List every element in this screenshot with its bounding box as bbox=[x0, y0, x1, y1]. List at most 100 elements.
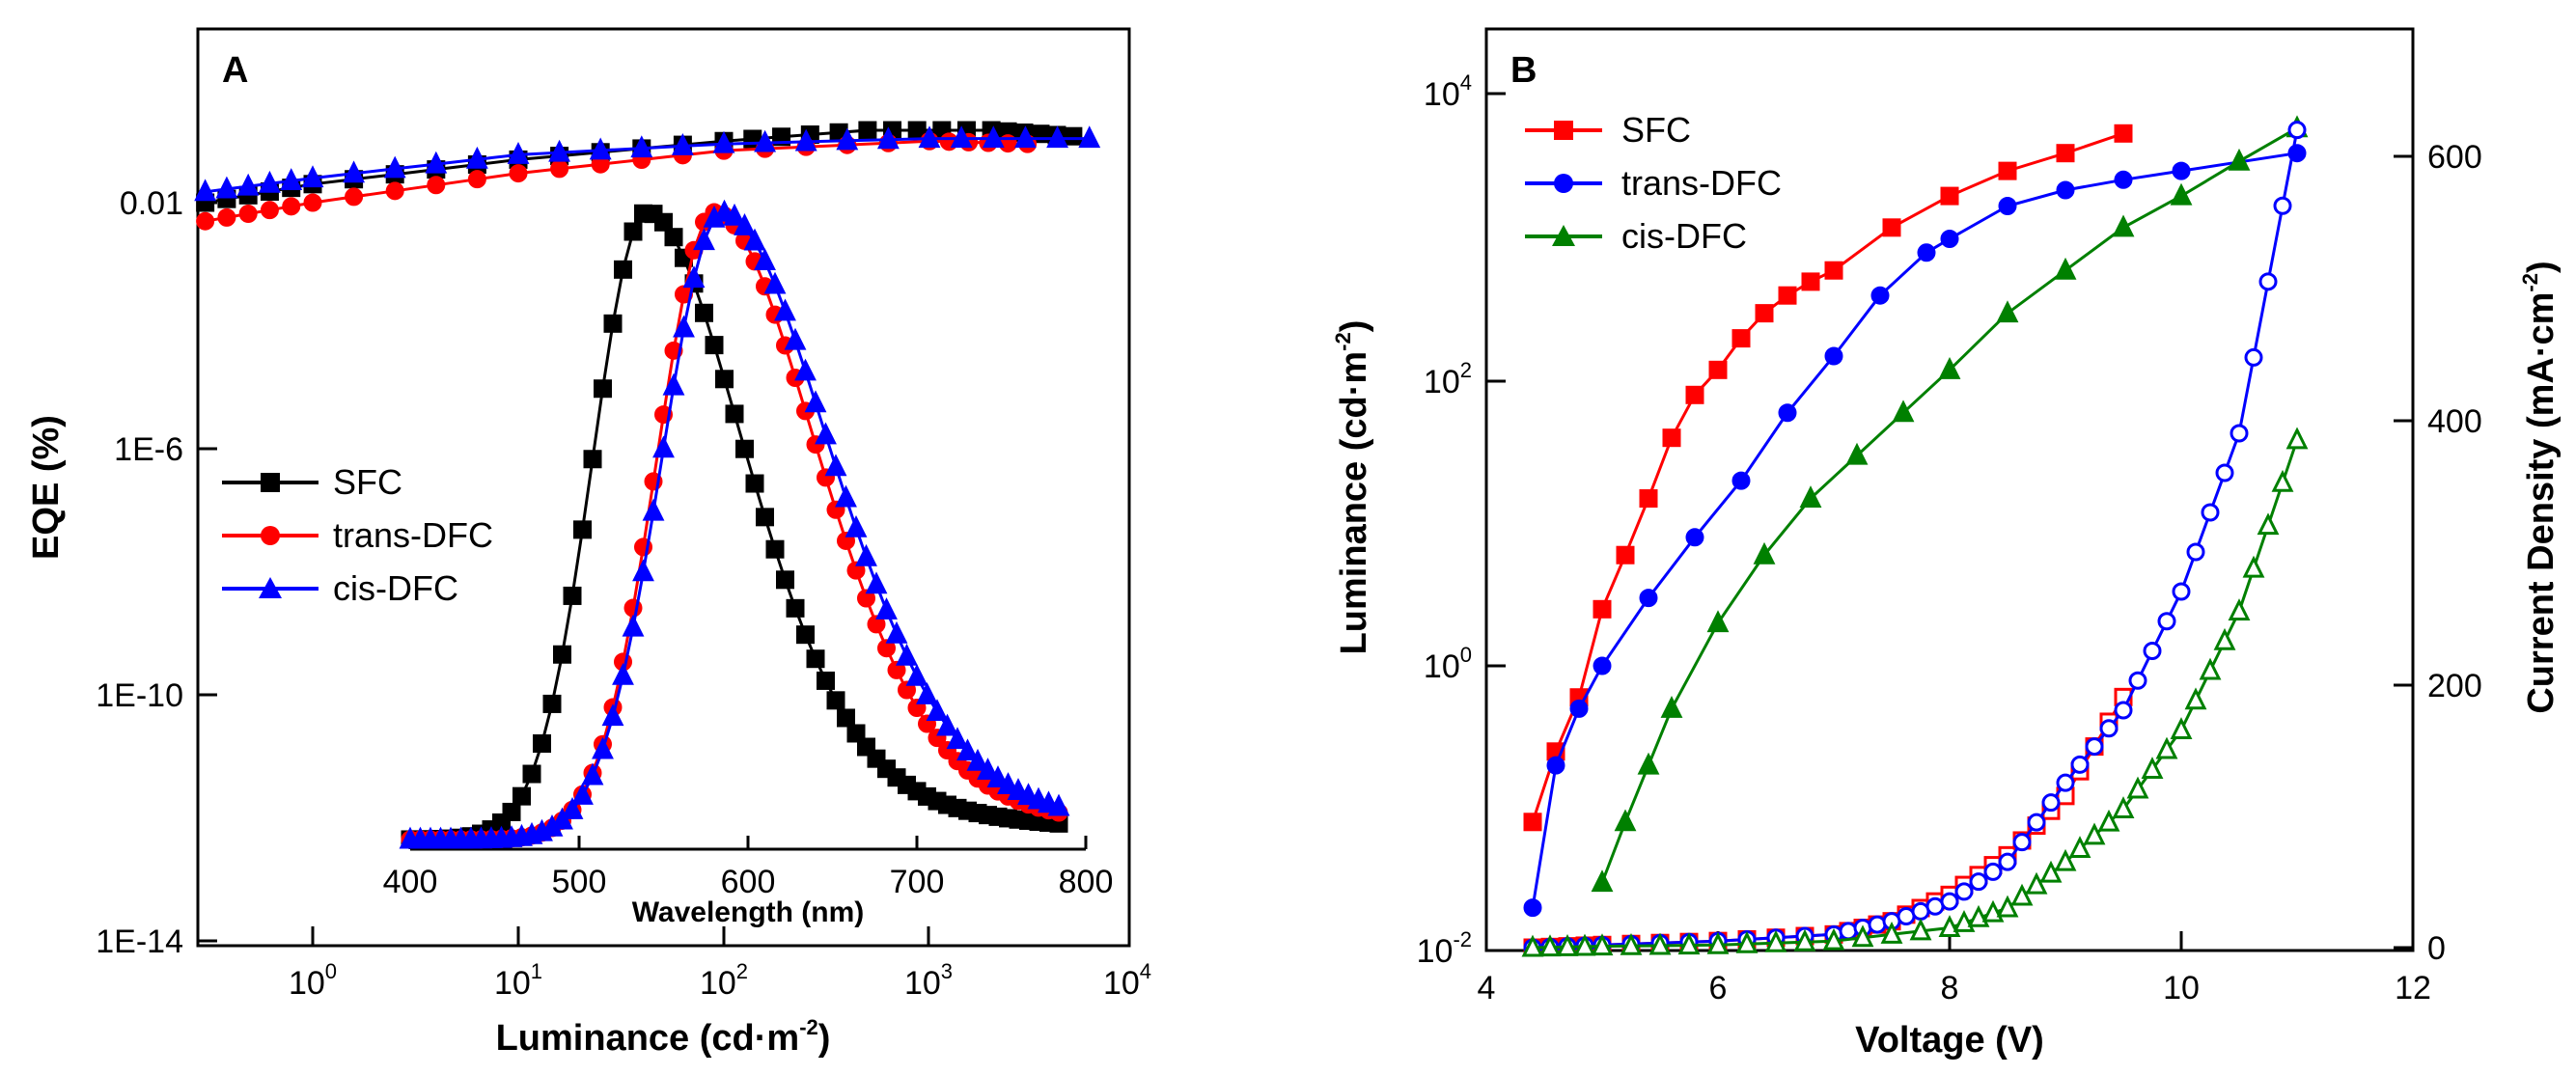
triangle-marker bbox=[956, 738, 979, 761]
triangle-marker bbox=[1845, 442, 1869, 465]
triangle-marker bbox=[824, 454, 847, 477]
square-marker bbox=[1731, 329, 1751, 348]
panel-b-right-ytick-label: 400 bbox=[2427, 403, 2482, 440]
legend-marker-square bbox=[1554, 121, 1573, 140]
legend-label-trans-dfc: trans-DFC bbox=[1621, 163, 1782, 203]
panel-a-y-axis-title: EQE (%) bbox=[26, 415, 67, 560]
square-marker bbox=[542, 694, 562, 713]
circle-marker bbox=[1639, 589, 1658, 608]
triangle-marker bbox=[662, 372, 685, 396]
inset-xtick-label: 800 bbox=[1059, 864, 1114, 900]
open-circle-marker bbox=[1868, 915, 1887, 934]
open-circle-marker bbox=[2143, 642, 2162, 660]
circle-marker bbox=[427, 176, 446, 195]
circle-marker bbox=[345, 187, 364, 207]
open-triangle-marker bbox=[2068, 836, 2091, 858]
open-triangle-marker bbox=[2010, 883, 2034, 906]
triangle-marker bbox=[301, 165, 324, 188]
square-marker bbox=[858, 121, 877, 140]
circle-marker bbox=[1569, 699, 1589, 718]
circle-marker bbox=[1731, 471, 1751, 490]
triangle-marker bbox=[1938, 356, 1961, 379]
panel-b-xtick-label: 6 bbox=[1709, 970, 1728, 1006]
open-triangle-marker bbox=[1996, 895, 2019, 918]
triangle-marker bbox=[592, 736, 614, 759]
square-marker bbox=[664, 228, 683, 247]
circle-marker bbox=[887, 660, 906, 679]
inset-xtick-label: 700 bbox=[890, 864, 945, 900]
triangle-marker bbox=[754, 248, 776, 270]
open-triangle-marker bbox=[1556, 933, 1579, 956]
square-marker bbox=[817, 671, 835, 690]
circle-marker bbox=[1917, 243, 1936, 262]
triangle-marker bbox=[804, 390, 827, 413]
legend-marker-square bbox=[261, 473, 280, 492]
circle-marker bbox=[1778, 403, 1797, 423]
circle-marker bbox=[664, 341, 683, 360]
triangle-marker bbox=[343, 160, 366, 183]
open-triangle-marker bbox=[1521, 934, 1544, 957]
triangle-marker bbox=[936, 713, 958, 736]
triangle-marker bbox=[589, 137, 612, 160]
open-triangle-marker bbox=[1538, 934, 1562, 957]
square-marker bbox=[786, 598, 805, 618]
open-triangle-marker bbox=[1880, 921, 1903, 944]
triangle-marker bbox=[896, 643, 918, 666]
circle-marker bbox=[238, 205, 258, 224]
luminance-series-sfc bbox=[1523, 124, 2133, 832]
panel-a-frame bbox=[196, 27, 1131, 948]
open-triangle-marker bbox=[2285, 427, 2309, 450]
square-marker bbox=[735, 439, 754, 458]
open-circle-marker bbox=[2172, 582, 2191, 601]
square-marker bbox=[1755, 304, 1774, 323]
square-marker bbox=[1824, 261, 1843, 280]
open-circle-marker bbox=[2258, 272, 2278, 291]
triangle-marker bbox=[1637, 752, 1660, 775]
triangle-marker bbox=[581, 762, 604, 786]
open-triangle-marker bbox=[2213, 627, 2236, 650]
square-marker bbox=[705, 336, 724, 355]
square-marker bbox=[776, 570, 794, 590]
triangle-marker bbox=[1799, 485, 1822, 509]
eqe-series-cis-dfc bbox=[194, 125, 1101, 202]
square-marker bbox=[1662, 428, 1681, 448]
triangle-marker bbox=[2228, 148, 2251, 171]
open-triangle-marker bbox=[2054, 848, 2077, 871]
eqe-series-trans-dfc bbox=[196, 131, 1038, 231]
circle-marker bbox=[867, 615, 886, 634]
square-marker bbox=[1685, 385, 1704, 404]
square-marker bbox=[765, 539, 785, 559]
square-marker bbox=[725, 404, 744, 424]
open-circle-marker bbox=[2230, 424, 2249, 443]
panel-a-ytick-label: 0.01 bbox=[120, 185, 183, 222]
open-triangle-marker bbox=[1591, 933, 1614, 956]
open-triangle-marker bbox=[2141, 757, 2164, 779]
triangle-marker bbox=[642, 498, 665, 521]
open-triangle-marker bbox=[2112, 796, 2135, 818]
open-circle-marker bbox=[2012, 833, 2032, 852]
square-marker bbox=[553, 645, 571, 664]
square-marker bbox=[756, 508, 774, 527]
triangle-marker bbox=[774, 298, 796, 321]
square-marker bbox=[837, 708, 855, 728]
circle-marker bbox=[846, 561, 866, 580]
triangle-marker bbox=[1591, 869, 1614, 893]
triangle-marker bbox=[763, 271, 787, 294]
open-circle-marker bbox=[2157, 612, 2176, 631]
panel-a-xtick-label: 104 bbox=[1103, 959, 1151, 1002]
open-circle-marker bbox=[1998, 852, 2017, 871]
square-marker bbox=[563, 586, 582, 605]
panel-b-xtick-label: 8 bbox=[1941, 970, 1959, 1006]
inset-spectra bbox=[399, 199, 1070, 849]
triangle-marker bbox=[652, 435, 675, 458]
triangle-marker bbox=[1047, 793, 1070, 816]
triangle-marker bbox=[966, 748, 989, 771]
circle-marker bbox=[196, 211, 215, 231]
square-marker bbox=[1882, 218, 1901, 237]
circle-marker bbox=[1523, 898, 1542, 918]
panel-b-right-ytick-label: 0 bbox=[2427, 930, 2446, 967]
square-marker bbox=[594, 379, 612, 399]
triangle-marker bbox=[754, 129, 777, 152]
open-triangle-marker bbox=[2199, 657, 2222, 680]
triangle-marker bbox=[784, 327, 807, 350]
